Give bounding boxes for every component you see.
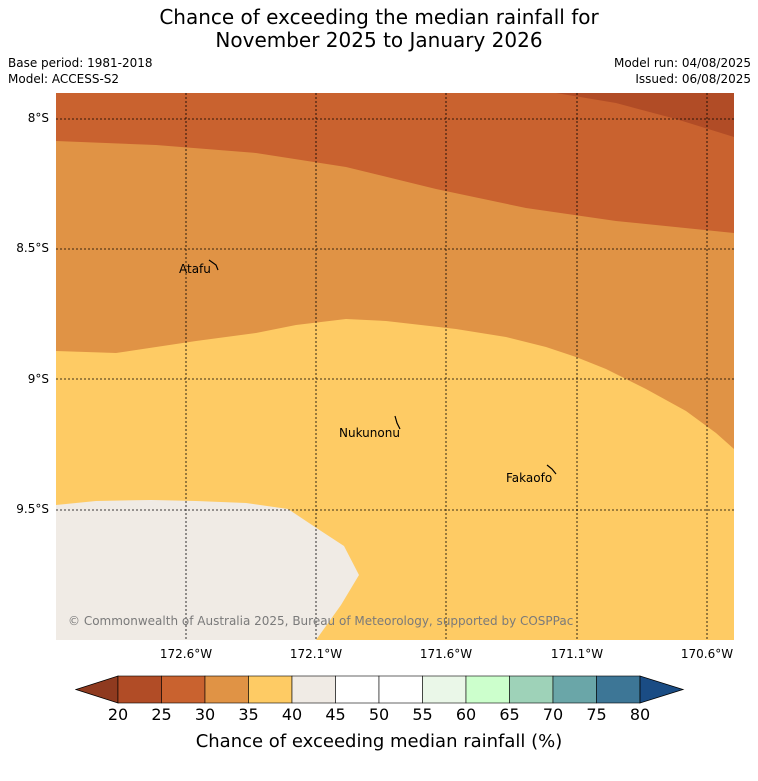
copyright-notice: © Commonwealth of Australia 2025, Bureau… <box>68 614 574 628</box>
model-run-text: Model run: 04/08/2025 <box>613 56 751 70</box>
map-title-line-1: Chance of exceeding the median rainfall … <box>159 5 599 29</box>
colorbar <box>75 675 685 704</box>
colorbar-under-arrow <box>75 675 119 704</box>
lat-label-9s: 9°S <box>27 372 49 386</box>
colorbar-tick-label: 70 <box>542 705 564 724</box>
lon-label-172-6w: 172.6°W <box>159 647 213 661</box>
issued-text: Issued: 06/08/2025 <box>635 72 751 86</box>
colorbar-tick-label: 55 <box>412 705 433 724</box>
colorbar-segment <box>596 675 641 704</box>
colorbar-segment <box>161 675 206 704</box>
lon-label-171-6w: 171.6°W <box>419 647 473 661</box>
colorbar-tick-label: 65 <box>499 705 520 724</box>
lon-label-171-1w: 171.1°W <box>550 647 604 661</box>
colorbar-segment <box>248 675 293 704</box>
model-text: Model: ACCESS-S2 <box>8 72 120 86</box>
colorbar-segment <box>509 675 554 704</box>
nukunonu-island-outline <box>394 415 401 430</box>
fakaofo-island-outline <box>546 464 557 475</box>
colorbar-tick-label: 20 <box>107 705 129 724</box>
atafu-island-outline <box>208 259 219 271</box>
colorbar-over-arrow <box>639 675 685 704</box>
place-label-fakaofo: Fakaofo <box>506 471 553 485</box>
colorbar-label: Chance of exceeding median rainfall (%) <box>195 731 563 752</box>
lon-label-170-6w: 170.6°W <box>680 647 734 661</box>
colorbar-segment <box>204 675 249 704</box>
colorbar-segment <box>378 675 423 704</box>
colorbar-tick-label: 25 <box>151 705 172 724</box>
colorbar-tick-label: 30 <box>194 705 216 724</box>
colorbar-tick-label: 35 <box>238 705 259 724</box>
colorbar-tick-label: 50 <box>368 705 390 724</box>
place-label-atafu: Atafu <box>179 262 211 276</box>
colorbar-tick-label: 40 <box>281 705 303 724</box>
colorbar-segment <box>552 675 597 704</box>
colorbar-tick-label: 75 <box>586 705 607 724</box>
base-period-text: Base period: 1981-2018 <box>8 56 153 70</box>
lat-label-9-5s: 9.5°S <box>16 502 49 516</box>
lat-label-8-5s: 8.5°S <box>16 241 49 255</box>
band-40-45 <box>56 500 359 640</box>
lat-label-8s: 8°S <box>27 111 49 125</box>
colorbar-tick-label: 80 <box>629 705 651 724</box>
colorbar-tick-label: 45 <box>325 705 346 724</box>
colorbar-segment <box>335 675 380 704</box>
map-title-line-2: November 2025 to January 2026 <box>215 28 543 52</box>
gridlines <box>56 93 734 640</box>
colorbar-segment <box>465 675 510 704</box>
place-label-nukunonu: Nukunonu <box>339 426 400 440</box>
colorbar-tick-label: 60 <box>455 705 477 724</box>
map-svg <box>56 93 734 640</box>
lon-label-172-1w: 172.1°W <box>289 647 343 661</box>
colorbar-segment <box>117 675 162 704</box>
colorbar-segment <box>422 675 467 704</box>
rainfall-map <box>56 93 734 640</box>
colorbar-segment <box>291 675 336 704</box>
band-20-25 <box>556 93 734 137</box>
